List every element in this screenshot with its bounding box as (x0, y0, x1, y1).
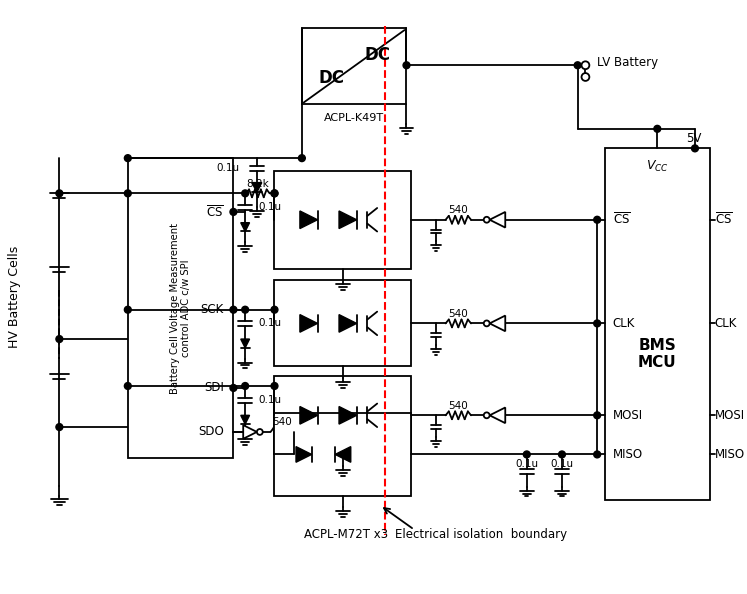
Text: 0.1u: 0.1u (515, 459, 539, 469)
Text: $V_{CC}$: $V_{CC}$ (646, 159, 669, 173)
Circle shape (594, 216, 601, 223)
Text: CLK: CLK (613, 317, 635, 330)
Circle shape (242, 307, 249, 313)
Polygon shape (339, 315, 356, 332)
Circle shape (230, 384, 237, 391)
Circle shape (125, 154, 131, 162)
Circle shape (242, 383, 249, 390)
Circle shape (594, 451, 601, 458)
Circle shape (594, 412, 601, 419)
Bar (274, 171, 412, 268)
Circle shape (257, 429, 263, 435)
Circle shape (56, 424, 63, 431)
Text: ACPL-K49T: ACPL-K49T (324, 113, 384, 123)
Polygon shape (489, 212, 505, 228)
Circle shape (242, 190, 249, 197)
Circle shape (56, 336, 63, 343)
Text: 0.1u: 0.1u (259, 394, 282, 405)
Circle shape (581, 73, 589, 81)
Polygon shape (300, 406, 317, 424)
Text: $\overline{\mathrm{CS}}$: $\overline{\mathrm{CS}}$ (206, 204, 223, 220)
Text: MOSI: MOSI (715, 409, 745, 422)
Polygon shape (339, 211, 356, 229)
Text: 0.1u: 0.1u (259, 202, 282, 212)
Circle shape (484, 412, 489, 418)
Circle shape (654, 125, 661, 132)
Circle shape (125, 190, 131, 197)
Text: SCK: SCK (200, 303, 223, 316)
Bar (274, 280, 412, 366)
Text: BMS
MCU: BMS MCU (638, 337, 677, 370)
Circle shape (125, 307, 131, 313)
Circle shape (299, 154, 306, 162)
Circle shape (559, 451, 565, 458)
Text: DC: DC (318, 69, 344, 87)
Text: 540: 540 (448, 309, 468, 318)
Circle shape (484, 321, 489, 326)
Bar (128, 158, 233, 459)
Text: Battery Cell Voltage Measurement
control ADC c/w SPI: Battery Cell Voltage Measurement control… (170, 223, 191, 394)
Text: MISO: MISO (613, 448, 643, 461)
Text: MISO: MISO (715, 448, 745, 461)
Circle shape (271, 383, 278, 390)
Text: DC: DC (365, 46, 390, 64)
Polygon shape (241, 223, 249, 232)
Text: $\overline{\mathrm{CS}}$: $\overline{\mathrm{CS}}$ (613, 212, 630, 228)
Text: CLK: CLK (715, 317, 737, 330)
Circle shape (56, 190, 63, 197)
Text: LV Battery: LV Battery (597, 56, 658, 69)
Polygon shape (489, 315, 505, 331)
Bar (605, 148, 710, 500)
Polygon shape (296, 447, 311, 462)
Circle shape (594, 320, 601, 327)
Text: SDO: SDO (198, 425, 223, 438)
Text: 0.1u: 0.1u (259, 318, 282, 328)
Polygon shape (489, 407, 505, 423)
Text: ACPL-M72T x3: ACPL-M72T x3 (304, 528, 388, 541)
Circle shape (692, 145, 698, 152)
Circle shape (484, 217, 489, 223)
Circle shape (524, 451, 530, 458)
Text: 540: 540 (448, 205, 468, 215)
Text: SDI: SDI (204, 381, 223, 394)
Circle shape (125, 383, 131, 390)
Bar (302, 28, 406, 105)
Polygon shape (300, 211, 317, 229)
Text: MOSI: MOSI (613, 409, 643, 422)
Circle shape (271, 190, 278, 197)
Text: 0.1u: 0.1u (216, 163, 239, 173)
Polygon shape (300, 315, 317, 332)
Polygon shape (252, 182, 261, 192)
Circle shape (403, 62, 410, 69)
Circle shape (230, 208, 237, 216)
Text: 0.1u: 0.1u (551, 459, 574, 469)
Bar (274, 376, 412, 454)
Polygon shape (339, 406, 356, 424)
Circle shape (230, 307, 237, 313)
Polygon shape (241, 415, 249, 424)
Text: 540: 540 (448, 400, 468, 410)
Polygon shape (335, 447, 351, 462)
Text: 5V: 5V (686, 132, 701, 145)
Circle shape (271, 307, 278, 313)
Text: Electrical isolation  boundary: Electrical isolation boundary (394, 528, 567, 541)
Text: 8.2k: 8.2k (247, 179, 269, 188)
Text: HV Battery Cells: HV Battery Cells (8, 246, 21, 348)
Text: $\overline{\mathrm{CS}}$: $\overline{\mathrm{CS}}$ (715, 212, 732, 228)
Polygon shape (241, 339, 249, 348)
Circle shape (574, 62, 581, 69)
Circle shape (581, 61, 589, 69)
Polygon shape (244, 425, 257, 439)
Circle shape (271, 190, 278, 197)
Text: 540: 540 (273, 417, 292, 427)
Bar (274, 413, 412, 495)
